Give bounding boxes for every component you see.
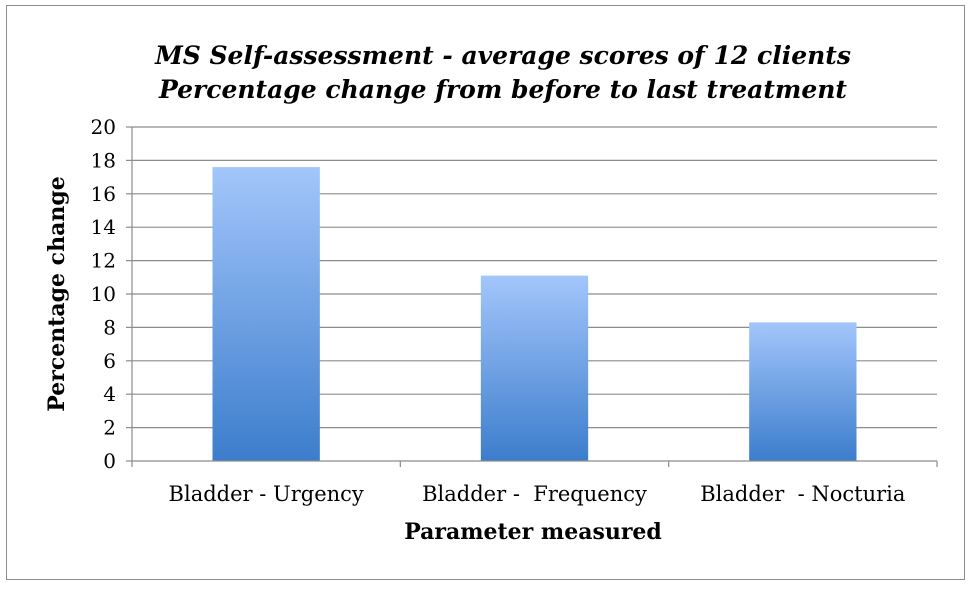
axes: 0 2 4 6 8 10 12 14 16 18 20 Bladder - Urgency Bladde… — [91, 115, 938, 506]
bars — [212, 167, 857, 461]
x-axis-title: Parameter measured — [404, 519, 662, 545]
y-tick-label: 4 — [103, 382, 116, 406]
x-tick-label: Bladder - Nocturia — [700, 482, 905, 506]
bar — [212, 167, 320, 461]
y-tick-label: 8 — [103, 315, 116, 339]
y-axis-title: Percentage change — [44, 176, 70, 411]
y-tick-label: 18 — [91, 148, 116, 172]
y-tick-label: 20 — [91, 115, 116, 139]
y-tick-label: 16 — [91, 182, 116, 206]
y-tick-label: 0 — [103, 449, 116, 473]
chart-subtitle: Percentage change from before to last tr… — [158, 75, 847, 104]
bar — [480, 275, 589, 461]
chart-title: MS Self-assessment - average scores of 1… — [154, 41, 851, 70]
y-tick-label: 6 — [103, 349, 116, 373]
y-tick-label: 12 — [91, 249, 116, 273]
y-tick-label: 14 — [91, 215, 116, 239]
y-tick-label: 2 — [103, 416, 116, 440]
x-tick-label: Bladder - Frequency — [422, 482, 647, 506]
bar — [749, 322, 857, 461]
y-tick-label: 10 — [91, 282, 116, 306]
x-tick-label: Bladder - Urgency — [169, 482, 364, 506]
